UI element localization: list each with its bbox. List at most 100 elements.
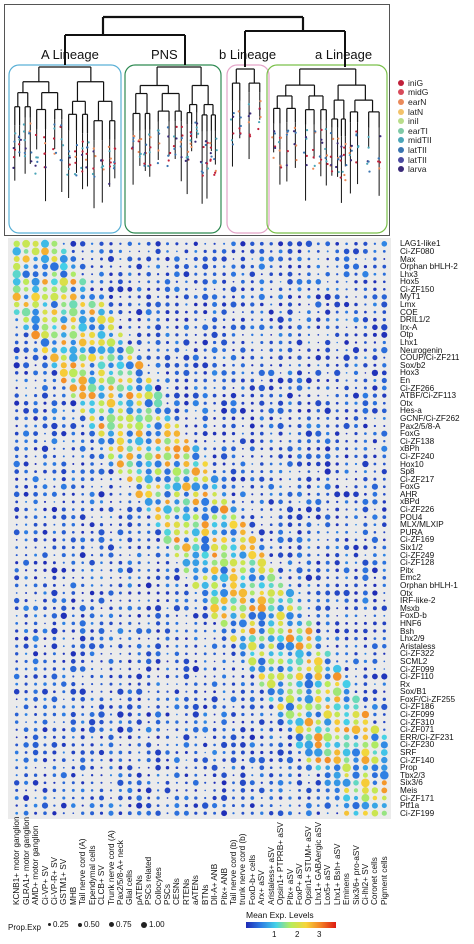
expression-dot bbox=[285, 634, 295, 643]
expression-dot bbox=[344, 363, 349, 368]
expression-dot bbox=[221, 788, 227, 793]
expression-dot bbox=[251, 341, 254, 344]
expression-dot bbox=[288, 781, 292, 785]
expression-dot bbox=[325, 696, 331, 702]
expression-dot bbox=[119, 478, 122, 481]
expression-dot bbox=[363, 674, 368, 679]
expression-dot bbox=[372, 606, 377, 611]
expression-dot bbox=[352, 801, 360, 810]
expression-dot bbox=[288, 288, 292, 291]
expression-dot bbox=[23, 400, 29, 406]
expression-dot bbox=[203, 401, 207, 405]
gene-label: Ci-ZF128 bbox=[400, 558, 435, 568]
expression-dot bbox=[231, 333, 236, 337]
expression-dot bbox=[72, 463, 75, 465]
expression-dot bbox=[175, 766, 179, 770]
expression-dot bbox=[146, 742, 152, 748]
expression-dot bbox=[145, 658, 152, 665]
expression-dot bbox=[136, 400, 142, 406]
expression-dot bbox=[60, 248, 67, 255]
expression-dot bbox=[175, 280, 179, 283]
expression-dot bbox=[202, 483, 209, 490]
expression-dot bbox=[305, 574, 313, 581]
expression-dot bbox=[362, 400, 369, 407]
expression-dot bbox=[316, 628, 321, 634]
expression-dot bbox=[260, 485, 264, 489]
expression-dot bbox=[287, 666, 293, 672]
expression-dot bbox=[363, 439, 368, 443]
expression-dot bbox=[317, 523, 320, 526]
gene-label: Ci-ZF310 bbox=[400, 717, 435, 727]
expression-dot bbox=[239, 567, 246, 574]
expression-dot bbox=[53, 485, 56, 488]
expression-dot bbox=[325, 765, 331, 771]
expression-dot bbox=[98, 308, 105, 316]
expression-dot bbox=[61, 545, 66, 550]
expression-dot bbox=[354, 485, 358, 489]
expression-dot bbox=[316, 530, 320, 534]
expression-dot bbox=[62, 447, 65, 450]
expression-dot bbox=[221, 711, 227, 718]
expression-dot bbox=[296, 339, 303, 346]
expression-dot bbox=[62, 705, 66, 709]
expression-dot bbox=[221, 302, 227, 307]
expression-dot bbox=[278, 272, 283, 276]
expression-dot bbox=[242, 455, 244, 458]
expression-dot bbox=[175, 302, 179, 307]
expression-dot bbox=[184, 249, 189, 254]
expression-dot bbox=[108, 392, 114, 399]
expression-dot bbox=[155, 506, 161, 513]
expression-dot bbox=[373, 272, 377, 276]
expression-dot bbox=[60, 612, 67, 619]
expression-dot bbox=[222, 652, 226, 656]
expression-dot bbox=[295, 733, 304, 742]
expression-dot bbox=[288, 424, 292, 428]
expression-dot bbox=[33, 522, 38, 527]
expression-dot bbox=[343, 734, 350, 741]
expression-dot bbox=[136, 408, 142, 414]
expression-dot bbox=[109, 569, 113, 572]
expression-dot bbox=[288, 409, 292, 413]
expression-dot bbox=[52, 454, 56, 458]
expression-dot bbox=[194, 432, 198, 436]
expression-dot bbox=[194, 652, 197, 655]
expression-dot bbox=[194, 682, 198, 686]
expression-dot bbox=[127, 605, 133, 611]
expression-dot bbox=[62, 242, 65, 245]
expression-dot bbox=[317, 470, 320, 473]
expression-dot bbox=[52, 705, 57, 709]
expression-dot bbox=[32, 323, 39, 331]
expression-dot bbox=[89, 469, 95, 474]
expression-dot bbox=[250, 401, 254, 405]
expression-dot bbox=[382, 507, 387, 512]
expression-dot bbox=[250, 484, 255, 489]
expression-dot bbox=[192, 726, 199, 733]
expression-dot bbox=[50, 301, 58, 308]
expression-dot bbox=[249, 803, 255, 808]
expression-dot bbox=[363, 477, 368, 482]
expression-dot bbox=[277, 688, 284, 695]
expression-dot bbox=[90, 636, 95, 641]
expression-dot bbox=[306, 453, 312, 460]
expression-dot bbox=[382, 568, 386, 572]
expression-dot bbox=[61, 324, 67, 331]
expression-dot bbox=[372, 795, 378, 801]
expression-dot bbox=[24, 682, 28, 686]
expression-dot bbox=[325, 271, 330, 277]
expression-dot bbox=[117, 430, 124, 437]
expression-dot bbox=[136, 795, 142, 801]
expression-dot bbox=[269, 356, 273, 360]
gene-label: Ci-ZF140 bbox=[400, 755, 435, 765]
expression-dot bbox=[42, 787, 48, 793]
expression-dot bbox=[175, 644, 179, 648]
expression-dot bbox=[298, 417, 301, 420]
expression-dot bbox=[184, 333, 188, 337]
expression-dot bbox=[41, 392, 49, 399]
expression-dot bbox=[382, 485, 386, 489]
gene-label: Six3/6 bbox=[400, 778, 423, 788]
expression-dot bbox=[23, 294, 29, 300]
cell-type-label: Dll-A+ ANB bbox=[210, 863, 220, 905]
expression-dot bbox=[108, 742, 114, 748]
expression-dot bbox=[250, 690, 254, 694]
